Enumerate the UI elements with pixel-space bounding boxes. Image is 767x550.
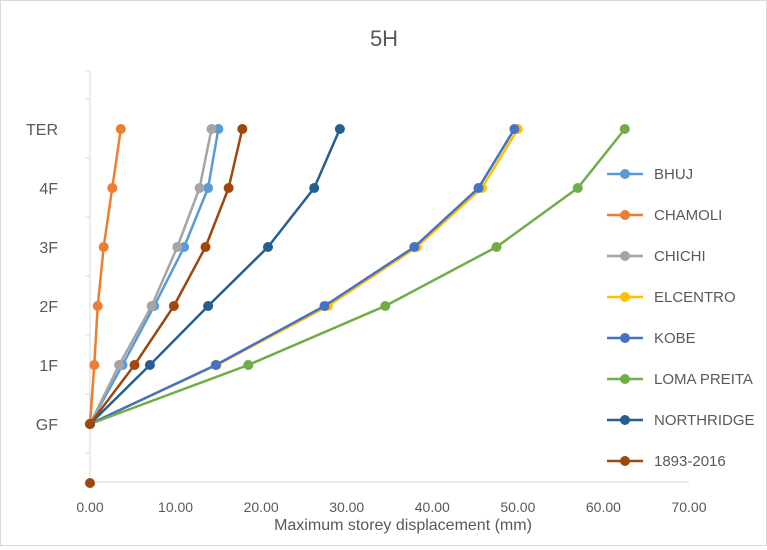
data-point [237,124,248,134]
legend-entry: 1893-2016 [607,453,726,470]
legend-label: NORTHRIDGE [654,412,755,429]
x-tick-label: 20.00 [244,499,279,515]
x-tick-label: 40.00 [415,499,450,515]
legend-marker [620,169,630,179]
data-point [85,478,95,488]
legend: BHUJ CHAMOLI CHICHI ELCENTRO KOBE LOMA PREITA… [607,166,755,470]
data-point [491,242,502,252]
series-elcentro [85,124,523,429]
data-point [262,242,273,252]
y-tick-label: 1F [39,358,58,375]
x-tick-label: 60.00 [586,499,621,515]
legend-entry: KOBE [607,330,696,347]
data-point [146,301,157,311]
data-point [179,242,190,252]
data-point [203,183,214,193]
data-point [334,124,345,134]
data-point [85,419,95,429]
data-point [92,301,103,311]
x-tick-label: 50.00 [500,499,535,515]
data-point [194,183,205,193]
legend-marker [620,251,630,261]
data-point [203,301,214,311]
series-line [89,128,342,425]
legend-label: ELCENTRO [654,289,736,306]
x-tick-label: 10.00 [158,499,193,515]
data-point [572,183,583,193]
legend-entry: CHAMOLI [607,207,722,224]
series-line [88,128,213,425]
legend-label: CHAMOLI [654,207,722,224]
series-line [89,128,519,426]
data-point [107,183,118,193]
data-point [473,183,484,193]
series-line [89,128,244,425]
legend-marker [620,415,630,425]
axes: GF 1F 2F 3F 4F TER 0.00 10.00 20.00 30.00 40.00 50.… [26,70,707,515]
x-tick-label: 30.00 [329,499,364,515]
data-point [144,360,155,370]
legend-label: LOMA PREITA [654,371,753,388]
data-point [619,124,630,134]
data-point [213,124,224,134]
data-point [114,360,125,370]
x-tick-label: 70.00 [671,499,706,515]
data-point [98,242,109,252]
legend-entry: BHUJ [607,166,693,183]
legend-marker [620,210,630,220]
legend-entry: NORTHRIDGE [607,412,755,429]
data-point [380,301,391,311]
series-loma-preita [85,124,630,429]
data-point [223,183,234,193]
data-point [168,301,179,311]
chart-title: 5H [370,26,398,51]
legend-marker [620,374,630,384]
legend-marker [620,292,630,302]
series-line [88,128,220,425]
x-tick-label: 0.00 [76,499,103,515]
data-point [319,301,330,311]
data-point [243,360,254,370]
series-line [89,128,516,426]
legend-marker [620,333,630,343]
legend-marker [620,456,630,466]
series-line [89,128,626,426]
legend-label: KOBE [654,330,696,347]
legend-entry: LOMA PREITA [607,371,753,388]
data-point [89,360,100,370]
y-tick-label: 3F [39,240,58,257]
y-tick-label: GF [36,417,58,434]
data-point [115,124,126,134]
data-point [172,242,183,252]
data-point [206,124,217,134]
legend-label: 1893-2016 [654,453,726,470]
legend-entry: ELCENTRO [607,289,736,306]
legend-entry: CHICHI [607,248,706,265]
series-1893-2016 [85,124,248,429]
series-line [88,128,123,425]
legend-label: BHUJ [654,166,693,183]
legend-label: CHICHI [654,248,706,265]
series-layer [85,124,630,488]
series-northridge [85,124,345,429]
data-point [309,183,320,193]
data-point [509,124,520,134]
y-tick-label: 2F [39,299,58,316]
data-point [210,360,221,370]
x-axis-title: Maximum storey displacement (mm) [274,517,532,534]
data-point [129,360,140,370]
data-point [409,242,420,252]
series-kobe [85,124,520,429]
y-tick-label: TER [26,122,58,139]
data-point [200,242,211,252]
y-tick-label: 4F [39,181,58,198]
